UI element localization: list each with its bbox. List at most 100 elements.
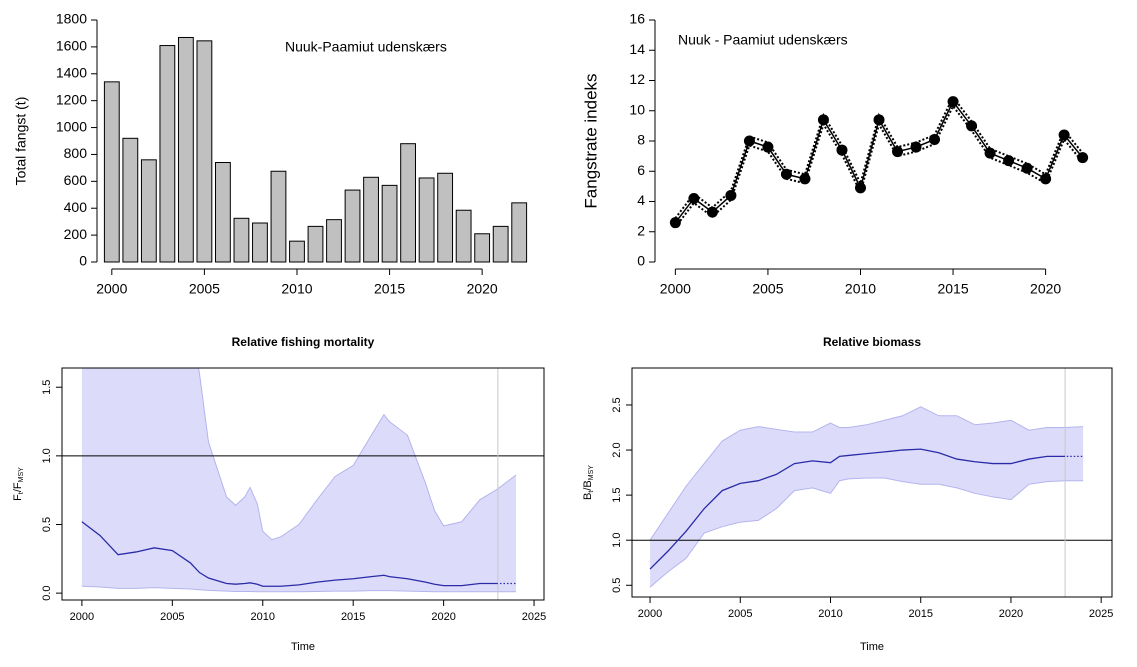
point: [1040, 173, 1052, 185]
y-tick-label: 800: [64, 145, 88, 161]
point: [929, 133, 941, 145]
point: [947, 96, 959, 108]
y-tick-label: 0.5: [611, 578, 623, 593]
bar: [252, 222, 268, 263]
x-tick-label: 2005: [189, 281, 220, 297]
x-tick-label: 2015: [937, 281, 968, 297]
x-tick-label: 2000: [70, 611, 94, 623]
x-axis-label: Time: [291, 641, 315, 653]
bar: [289, 240, 305, 263]
confidence-band: [650, 406, 1084, 588]
bar: [455, 209, 472, 263]
plot-box: [631, 367, 1113, 598]
point: [984, 147, 996, 159]
y-axis-label: Total fangst (t): [13, 97, 29, 186]
y-tick-label: 6: [637, 162, 645, 178]
y-tick-label: 1800: [56, 11, 87, 27]
y-tick-label: 14: [629, 41, 645, 57]
x-tick-label: 2025: [522, 611, 546, 623]
confidence-band: [81, 368, 516, 592]
chart-title: Relative biomass: [823, 335, 921, 349]
x-tick-label: 2000: [96, 281, 127, 297]
plot-box: [61, 367, 545, 601]
y-tick-label: 1.5: [611, 487, 623, 502]
bar: [326, 219, 342, 263]
y-tick-label: 1600: [56, 38, 87, 54]
annotation: Nuuk-Paamiut udenskærs: [285, 39, 447, 55]
x-tick-label: 2015: [341, 611, 365, 623]
point: [669, 217, 681, 229]
band-edge: [81, 585, 516, 593]
y-axis-label: Bt/BMSY: [582, 465, 595, 500]
bar: [103, 81, 120, 263]
y-tick-label: 200: [64, 226, 88, 242]
chart-title: Relative fishing mortality: [232, 335, 375, 349]
y-axis-label-subscript: t: [588, 491, 595, 493]
y-tick-label: 1000: [56, 118, 87, 134]
bar: [363, 176, 379, 263]
y-tick-label: 10: [629, 101, 645, 117]
y-axis-label: Ft/FMSY: [12, 467, 25, 501]
bar: [233, 217, 250, 263]
x-tick-label: 2020: [431, 611, 455, 623]
y-axis-label-subscript: t: [18, 492, 25, 494]
x-tick-label: 2015: [374, 281, 405, 297]
y-tick-label: 2.0: [611, 442, 623, 457]
point: [836, 144, 848, 156]
y-tick-label: 1.0: [611, 533, 623, 548]
point: [854, 182, 866, 194]
x-tick-label: 2010: [845, 281, 876, 297]
y-tick-label: 0: [637, 253, 645, 269]
band-edge: [649, 406, 1084, 541]
annotation: Nuuk - Paamiut udenskærs: [678, 32, 848, 48]
bar: [418, 177, 435, 263]
bar: [492, 225, 509, 263]
y-axis-label-subscript: MSY: [18, 467, 25, 483]
x-tick-label: 2005: [728, 608, 752, 620]
plot-area: [62, 368, 544, 600]
point: [1003, 155, 1015, 167]
band-edge: [649, 477, 1084, 588]
bar: [122, 137, 139, 263]
y-tick-label: 1.0: [41, 448, 53, 463]
bar: [159, 45, 176, 263]
y-axis-label-part: F: [12, 494, 24, 501]
bar: [344, 189, 361, 263]
x-tick-label: 2020: [999, 608, 1023, 620]
x-tick-label: 2015: [908, 608, 932, 620]
y-tick-label: 4: [637, 192, 645, 208]
x-tick-label: 2005: [752, 281, 783, 297]
y-axis-label-part: B: [582, 493, 594, 500]
point: [1058, 129, 1070, 141]
y-tick-label: 0: [79, 253, 87, 269]
x-tick-label: 2010: [818, 608, 842, 620]
bar: [177, 36, 194, 263]
bar: [437, 172, 454, 263]
bar: [511, 202, 528, 263]
bar: [381, 184, 398, 263]
point: [725, 189, 737, 201]
x-tick-label: 2020: [1030, 281, 1061, 297]
x-tick-label: 2000: [660, 281, 691, 297]
bar: [474, 233, 491, 263]
point: [1021, 162, 1033, 174]
point: [873, 114, 885, 126]
y-tick-label: 2.5: [611, 397, 623, 412]
x-tick-label: 2005: [160, 611, 184, 623]
y-tick-label: 16: [629, 11, 645, 27]
point: [780, 168, 792, 180]
y-axis-label-subscript: MSY: [588, 465, 595, 481]
point: [966, 120, 978, 132]
y-tick-label: 8: [637, 132, 645, 148]
point: [910, 141, 922, 153]
point: [817, 114, 829, 126]
x-tick-label: 2000: [638, 608, 662, 620]
x-axis-label: Time: [860, 641, 884, 653]
y-tick-label: 12: [629, 71, 645, 87]
bar: [196, 40, 213, 263]
plot-area: [632, 368, 1112, 597]
y-tick-label: 1200: [56, 91, 87, 107]
band-edge: [198, 368, 517, 541]
point: [743, 135, 755, 147]
y-tick-label: 0.0: [41, 585, 53, 600]
